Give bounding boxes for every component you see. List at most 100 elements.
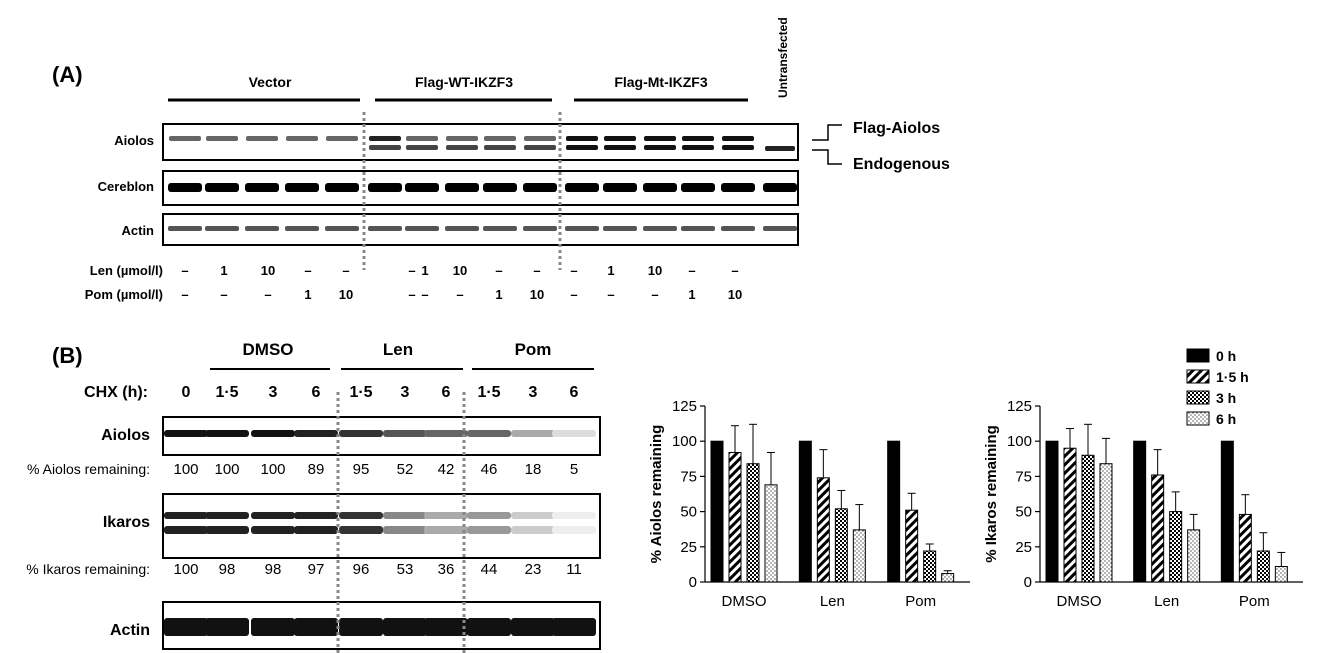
remaining-value: 100 bbox=[260, 461, 285, 478]
remaining-value: 100 bbox=[173, 461, 198, 478]
treatment-value: – bbox=[408, 263, 415, 278]
bar bbox=[1187, 529, 1201, 583]
bar bbox=[834, 508, 848, 583]
row-label-b-actin: Actin bbox=[110, 622, 150, 639]
bar bbox=[1238, 513, 1252, 583]
row-label-aiolos: Aiolos bbox=[114, 133, 154, 148]
y-axis-label: % Ikaros remaining bbox=[983, 425, 1000, 563]
treatment-value: 1 bbox=[421, 263, 428, 278]
bar bbox=[728, 451, 742, 583]
treatment-value: – bbox=[421, 287, 428, 302]
bar bbox=[1169, 511, 1183, 583]
chx-timepoint: 6 bbox=[312, 384, 321, 401]
bar bbox=[1133, 440, 1147, 583]
bar bbox=[1063, 447, 1077, 583]
legend-label: 6 h bbox=[1216, 411, 1236, 427]
y-tick-label: 100 bbox=[672, 433, 697, 450]
remaining-value: 53 bbox=[397, 561, 414, 578]
treatment-value: – bbox=[342, 263, 349, 278]
treatment-value: – bbox=[495, 263, 502, 278]
chx-timepoint: 1·5 bbox=[215, 384, 238, 401]
chx-timepoint: 0 bbox=[182, 384, 191, 401]
remaining-value: 36 bbox=[438, 561, 455, 578]
treatment-value: 1 bbox=[607, 263, 614, 278]
untransfected-label: Untransfected bbox=[776, 17, 790, 98]
bar bbox=[798, 440, 812, 583]
treatment-value: 10 bbox=[339, 287, 353, 302]
group-label-pom: Pom bbox=[515, 340, 552, 359]
row-label-actin: Actin bbox=[122, 223, 155, 238]
bar bbox=[852, 529, 866, 583]
chx-timepoint: 3 bbox=[529, 384, 538, 401]
panel-b-label: (B) bbox=[52, 343, 83, 368]
remaining-value: 98 bbox=[219, 561, 236, 578]
treatment-label-pom: Pom (µmol/l) bbox=[85, 287, 163, 302]
treatment-value: – bbox=[533, 263, 540, 278]
treatment-value: 1 bbox=[220, 263, 227, 278]
legend-swatch bbox=[1186, 369, 1210, 384]
remaining-value: 44 bbox=[481, 561, 498, 578]
y-tick-label: 100 bbox=[1007, 433, 1032, 450]
y-tick-label: 50 bbox=[680, 504, 697, 521]
treatment-value: – bbox=[570, 287, 577, 302]
chx-timepoint: 6 bbox=[442, 384, 451, 401]
remaining-value: 100 bbox=[173, 561, 198, 578]
legend-swatch bbox=[1186, 411, 1210, 426]
band-label-endogenous: Endogenous bbox=[853, 156, 950, 173]
remaining-value: 52 bbox=[397, 461, 414, 478]
treatment-value: – bbox=[264, 287, 271, 302]
treatment-value: – bbox=[304, 263, 311, 278]
blot-a-aiolos bbox=[162, 123, 799, 161]
chx-timepoints: 0 1·5 3 6 1·5 3 6 1·5 3 6 bbox=[182, 384, 579, 401]
chx-timepoint: 3 bbox=[401, 384, 410, 401]
y-tick-label: 75 bbox=[680, 468, 697, 485]
band-label-flag-aiolos: Flag-Aiolos bbox=[853, 120, 940, 137]
treatment-value: 10 bbox=[453, 263, 467, 278]
bar bbox=[887, 440, 901, 583]
treatment-label-len: Len (µmol/l) bbox=[90, 263, 163, 278]
legend-swatch bbox=[1186, 348, 1210, 363]
treatment-value: – bbox=[408, 287, 415, 302]
bar bbox=[764, 484, 778, 583]
treatment-value: 10 bbox=[261, 263, 275, 278]
y-tick-label: 50 bbox=[1015, 504, 1032, 521]
bar bbox=[816, 477, 830, 583]
bar bbox=[1151, 474, 1165, 583]
treatment-value: – bbox=[651, 287, 658, 302]
chart-ikaros-remaining: 0 25 50 75 100 125 % Ikaros remaining DMSO Len Po… bbox=[983, 398, 1303, 610]
legend-label: 0 h bbox=[1216, 348, 1236, 364]
bar bbox=[1081, 454, 1095, 583]
group-label-flag-mt: Flag-Mt-IKZF3 bbox=[614, 74, 708, 90]
x-tick-label: Pom bbox=[905, 593, 936, 610]
chx-label: CHX (h): bbox=[84, 384, 148, 401]
blot-a-bands bbox=[168, 136, 797, 231]
group-label-dmso: DMSO bbox=[243, 340, 294, 359]
remaining-values: 100 100 100 89 95 52 42 46 18 5 100 98 98 97 96 53 36 44 2… bbox=[173, 461, 581, 578]
y-tick-label: 125 bbox=[1007, 398, 1032, 415]
remaining-value: 46 bbox=[481, 461, 498, 478]
remaining-label-aiolos: % Aiolos remaining: bbox=[27, 461, 150, 477]
bar bbox=[1099, 463, 1113, 583]
remaining-value: 42 bbox=[438, 461, 455, 478]
x-tick-label: Len bbox=[1154, 593, 1179, 610]
treatment-value: – bbox=[688, 263, 695, 278]
legend-swatch bbox=[1186, 390, 1210, 405]
treatment-value: – bbox=[731, 263, 738, 278]
panel-a-group-headers: Vector Flag-WT-IKZF3 Flag-Mt-IKZF3 Untra… bbox=[168, 17, 790, 102]
bar bbox=[746, 463, 760, 583]
legend-label: 1·5 h bbox=[1216, 369, 1249, 385]
group-label-len: Len bbox=[383, 340, 413, 359]
x-tick-label: DMSO bbox=[1057, 593, 1102, 610]
remaining-value: 18 bbox=[525, 461, 542, 478]
x-tick-label: Pom bbox=[1239, 593, 1270, 610]
remaining-value: 5 bbox=[570, 461, 578, 478]
treatment-values: –1 10– – –1 10– – –1 10– –– – –1 10– – –1 10– – –1 10 bbox=[181, 263, 742, 302]
remaining-value: 100 bbox=[214, 461, 239, 478]
treatment-value: – bbox=[607, 287, 614, 302]
treatment-value: – bbox=[220, 287, 227, 302]
bar bbox=[1045, 440, 1059, 583]
blot-b-bands bbox=[164, 430, 596, 636]
treatment-value: 10 bbox=[728, 287, 742, 302]
group-label-flag-wt: Flag-WT-IKZF3 bbox=[415, 74, 513, 90]
